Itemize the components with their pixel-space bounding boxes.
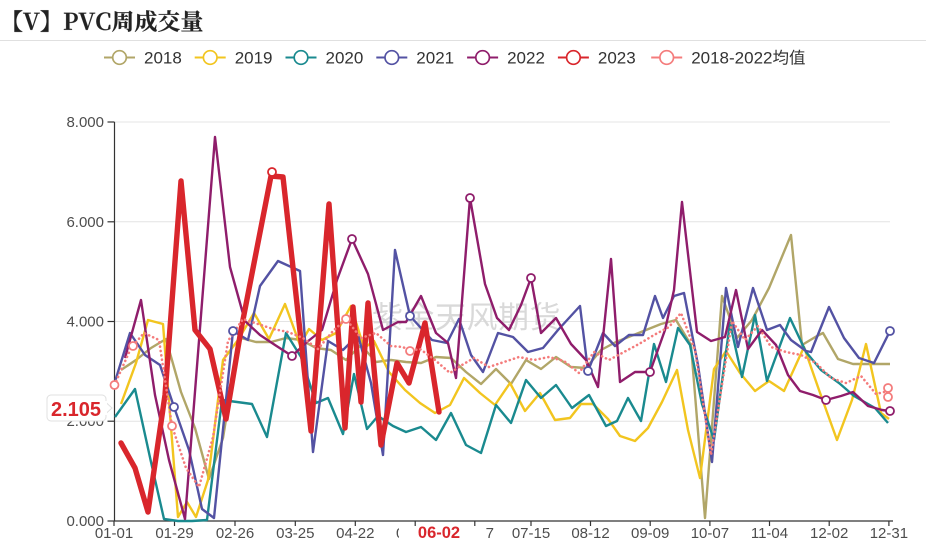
svg-text:03-25: 03-25 <box>276 525 314 542</box>
svg-text:2018: 2018 <box>144 49 182 68</box>
svg-text:2021: 2021 <box>416 49 454 68</box>
svg-text:06-02: 06-02 <box>418 524 460 542</box>
svg-text:2020: 2020 <box>326 49 364 68</box>
svg-text:2018-2022: 2018-2022 <box>691 49 772 68</box>
svg-text:01-29: 01-29 <box>155 525 193 542</box>
svg-text:09-09: 09-09 <box>631 525 669 542</box>
svg-text:12-02: 12-02 <box>810 525 848 542</box>
svg-text:2019: 2019 <box>235 49 273 68</box>
svg-text:8.000: 8.000 <box>66 114 104 131</box>
svg-text:4.000: 4.000 <box>66 314 104 331</box>
svg-text:0.000: 0.000 <box>66 513 104 530</box>
svg-text:12-31: 12-31 <box>870 525 908 542</box>
svg-text:01-01: 01-01 <box>95 525 133 542</box>
svg-text:2022: 2022 <box>507 49 545 68</box>
svg-text:07-15: 07-15 <box>512 525 550 542</box>
svg-text:2023: 2023 <box>598 49 636 68</box>
svg-text:11-04: 11-04 <box>751 525 788 542</box>
svg-text:08-12: 08-12 <box>571 525 609 542</box>
svg-text:04-22: 04-22 <box>336 525 374 542</box>
svg-text:6.000: 6.000 <box>66 214 104 231</box>
svg-text:10-07: 10-07 <box>691 525 729 542</box>
svg-text:02-26: 02-26 <box>216 525 254 542</box>
svg-text:2.105: 2.105 <box>51 399 101 421</box>
